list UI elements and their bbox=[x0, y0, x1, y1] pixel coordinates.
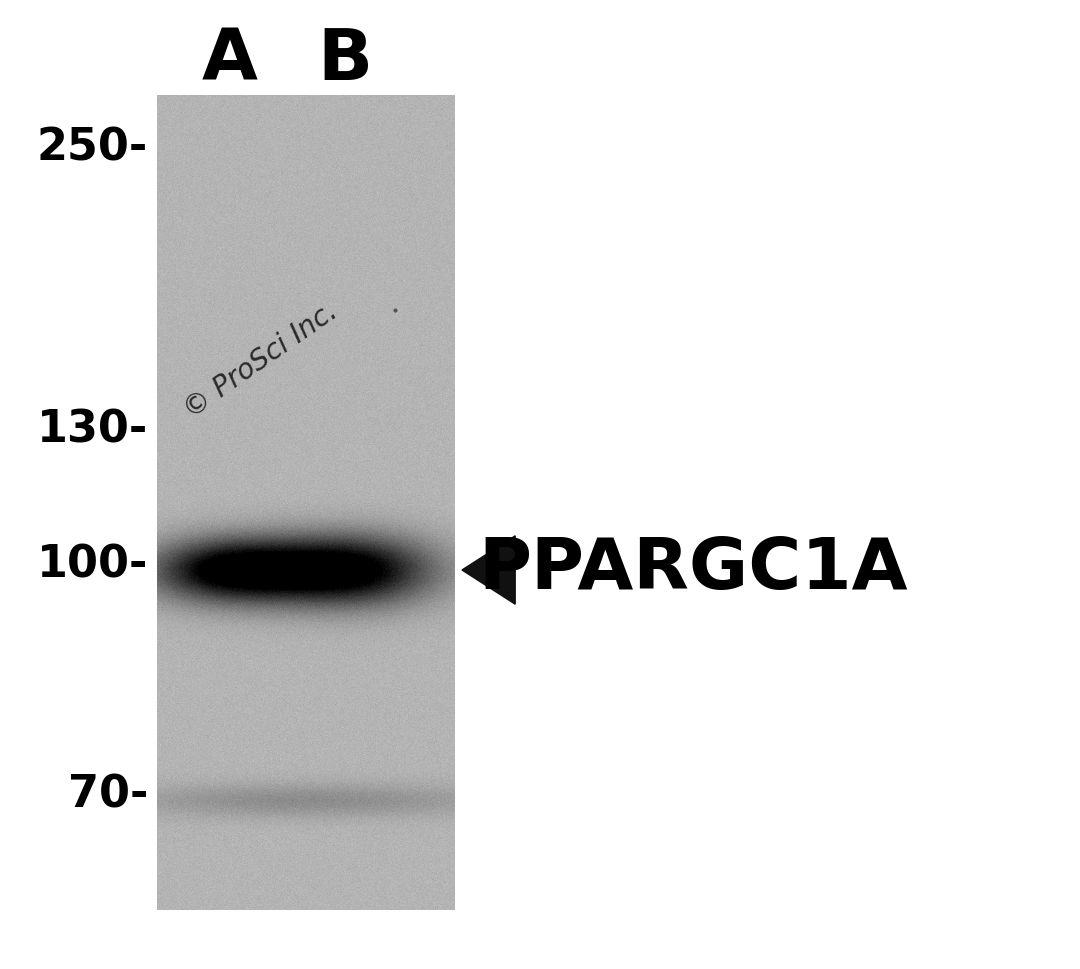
Text: © ProSci Inc.: © ProSci Inc. bbox=[178, 297, 342, 423]
Text: 130-: 130- bbox=[37, 409, 148, 452]
Text: 70-: 70- bbox=[68, 773, 148, 817]
Text: 100-: 100- bbox=[37, 544, 148, 586]
Polygon shape bbox=[462, 536, 515, 605]
Text: PPARGC1A: PPARGC1A bbox=[478, 536, 907, 605]
Text: A: A bbox=[202, 25, 258, 95]
Text: 250-: 250- bbox=[37, 127, 148, 170]
Text: B: B bbox=[318, 25, 373, 95]
